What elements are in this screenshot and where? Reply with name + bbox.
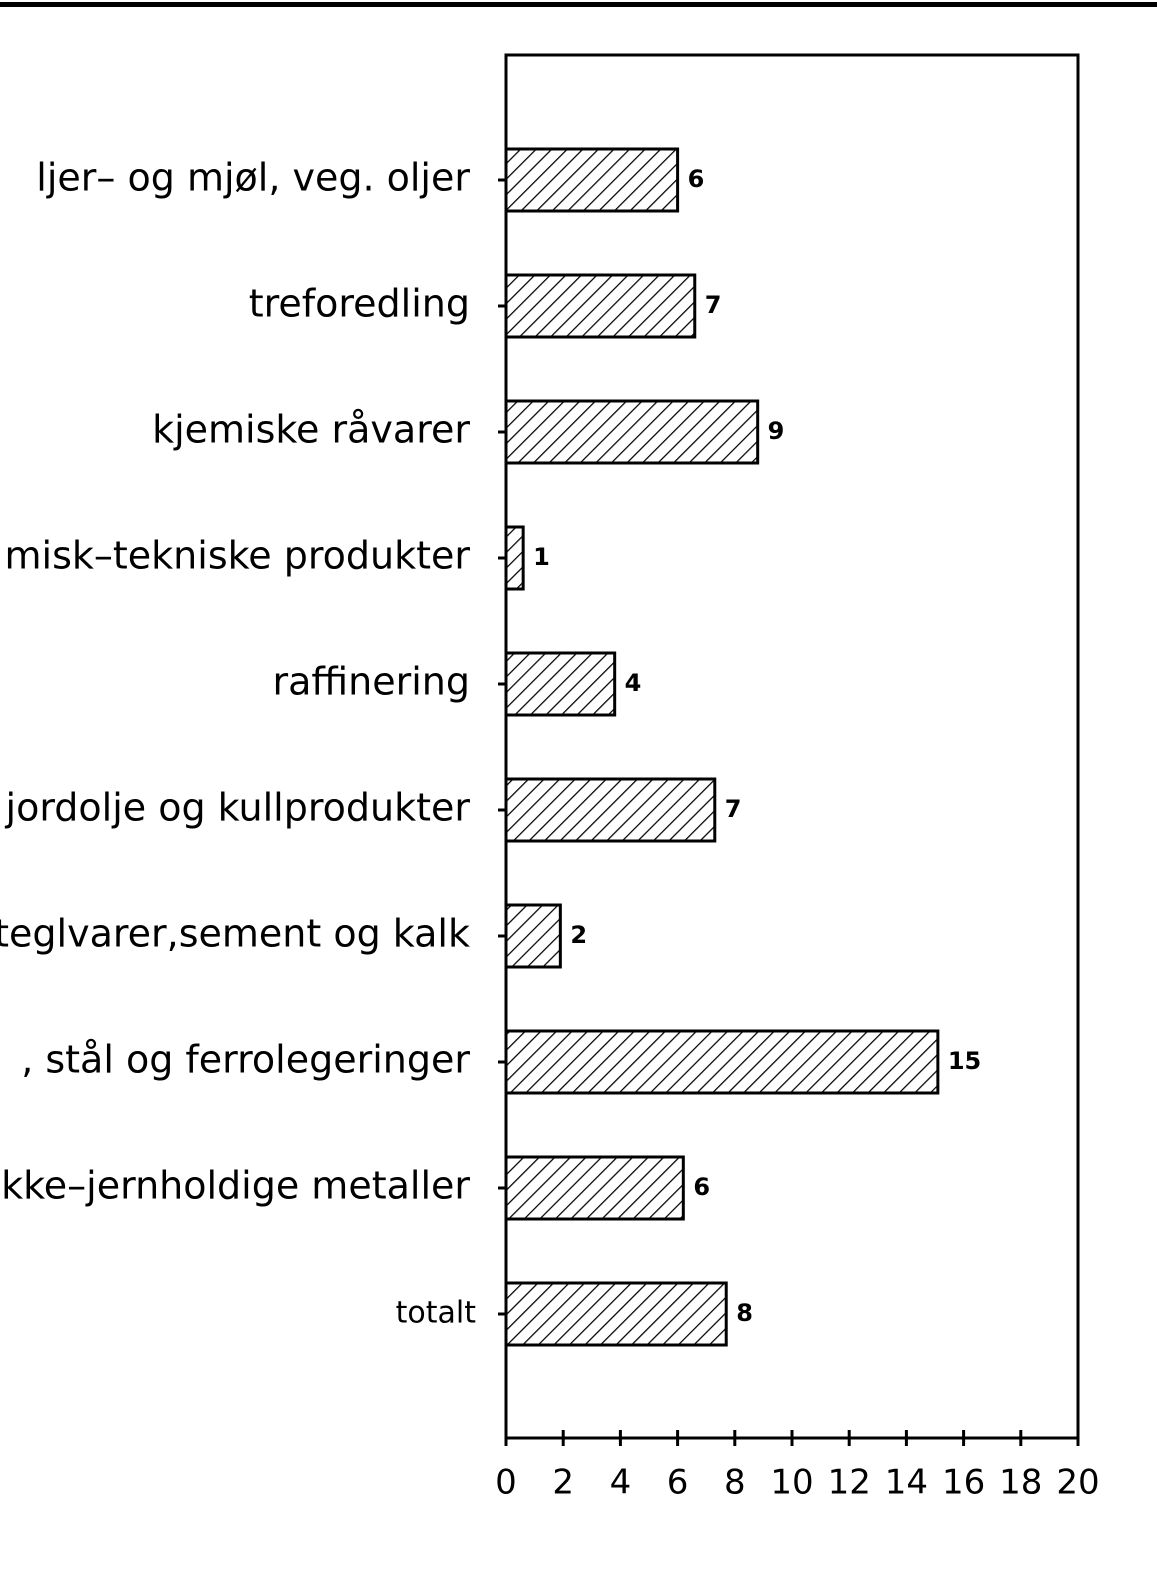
value-label: 9 bbox=[768, 417, 785, 445]
y-tick-label: raffinering bbox=[273, 660, 471, 704]
bar bbox=[504, 147, 680, 213]
bar bbox=[504, 651, 617, 717]
x-tick-label: 14 bbox=[885, 1463, 928, 1503]
x-tick-label: 2 bbox=[552, 1463, 574, 1503]
value-label: 7 bbox=[725, 795, 742, 823]
value-label: 8 bbox=[736, 1299, 753, 1327]
x-tick-label: 18 bbox=[999, 1463, 1042, 1503]
y-tick-label: kjemiske råvarer bbox=[152, 408, 470, 452]
x-tick-label: 4 bbox=[610, 1463, 632, 1503]
plot-frame bbox=[504, 53, 1080, 1440]
x-tick-label: 16 bbox=[942, 1463, 985, 1503]
bar bbox=[504, 903, 562, 969]
y-tick-label: totalt bbox=[396, 1296, 477, 1331]
bar bbox=[504, 1155, 685, 1221]
x-tick-label: 20 bbox=[1056, 1463, 1099, 1503]
bar bbox=[504, 399, 760, 465]
top-rule bbox=[0, 2, 1157, 7]
y-tick-label: misk–tekniske produkter bbox=[5, 534, 471, 578]
bar bbox=[504, 273, 697, 339]
y-tick-label: teglvarer,sement og kalk bbox=[0, 912, 470, 956]
value-label: 4 bbox=[625, 669, 642, 697]
y-tick-label: , stål og ferrolegeringer bbox=[21, 1038, 470, 1082]
value-label: 7 bbox=[705, 291, 722, 319]
x-tick-label: 0 bbox=[495, 1463, 517, 1503]
value-label: 1 bbox=[533, 543, 550, 571]
y-tick-label: jordolje og kullprodukter bbox=[5, 786, 471, 830]
x-tick-label: 12 bbox=[828, 1463, 871, 1503]
value-label: 2 bbox=[570, 921, 587, 949]
bar bbox=[504, 1281, 728, 1347]
value-label: 6 bbox=[688, 165, 705, 193]
y-tick-label: kke–jernholdige metaller bbox=[1, 1164, 470, 1208]
bar bbox=[504, 525, 525, 591]
x-tick-label: 6 bbox=[667, 1463, 689, 1503]
value-label: 6 bbox=[693, 1173, 710, 1201]
x-tick-label: 10 bbox=[770, 1463, 813, 1503]
value-label: 15 bbox=[948, 1047, 981, 1075]
y-tick-label: treforedling bbox=[249, 282, 470, 326]
bar bbox=[504, 777, 717, 843]
x-tick-label: 8 bbox=[724, 1463, 746, 1503]
y-tick-label: ljer– og mjøl, veg. oljer bbox=[36, 156, 470, 200]
bar bbox=[504, 1029, 940, 1095]
